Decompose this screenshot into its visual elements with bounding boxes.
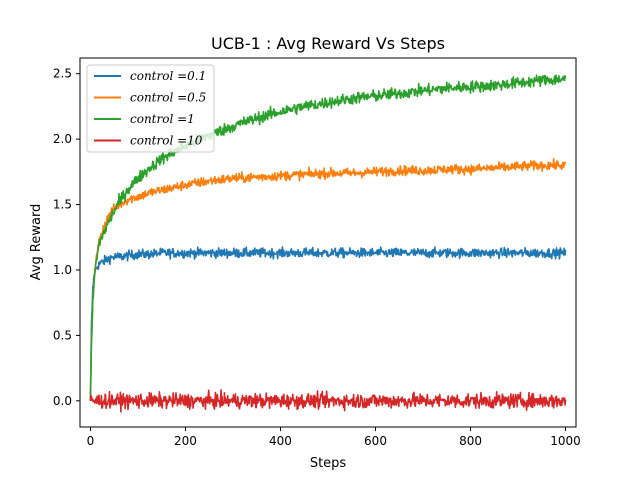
series-line-2 <box>89 74 567 401</box>
y-tick-label: 1.5 <box>53 198 72 212</box>
x-tick-label: 600 <box>364 434 387 448</box>
legend-label-1: control =0.5 <box>130 91 206 105</box>
legend-label-3: control =10 <box>130 134 203 148</box>
legend: control =0.1 control =0.5 control =1 contro… <box>86 64 215 153</box>
series-layer <box>89 74 567 413</box>
x-tick-label: 400 <box>269 434 292 448</box>
y-tick-label: 2.0 <box>53 132 72 146</box>
plot-area <box>79 57 577 428</box>
x-tick-label: 800 <box>459 434 482 448</box>
x-axis-label: Steps <box>310 456 347 471</box>
legend-label-2: control =1 <box>130 112 195 126</box>
series-line-1 <box>89 157 567 401</box>
legend-frame <box>86 64 215 153</box>
y-tick-label: 0.0 <box>53 394 72 408</box>
x-tick-label: 200 <box>174 434 197 448</box>
plot-frame <box>79 57 577 428</box>
x-tick-label: 1000 <box>550 434 581 448</box>
x-tick-label: 0 <box>87 434 95 448</box>
series-line-0 <box>89 246 567 401</box>
x-axis: 0 200 400 600 800 1000 <box>87 427 581 448</box>
y-axis-label: Avg Reward <box>29 204 44 281</box>
legend-label-0: control =0.1 <box>130 69 206 83</box>
y-tick-label: 0.5 <box>53 328 72 342</box>
y-tick-label: 2.5 <box>53 67 72 81</box>
chart-title: UCB-1 : Avg Reward Vs Steps <box>211 34 445 53</box>
series-line-3 <box>89 389 567 413</box>
y-axis: 0.0 0.5 1.0 1.5 2.0 2.5 <box>53 67 80 408</box>
y-tick-label: 1.0 <box>53 263 72 277</box>
